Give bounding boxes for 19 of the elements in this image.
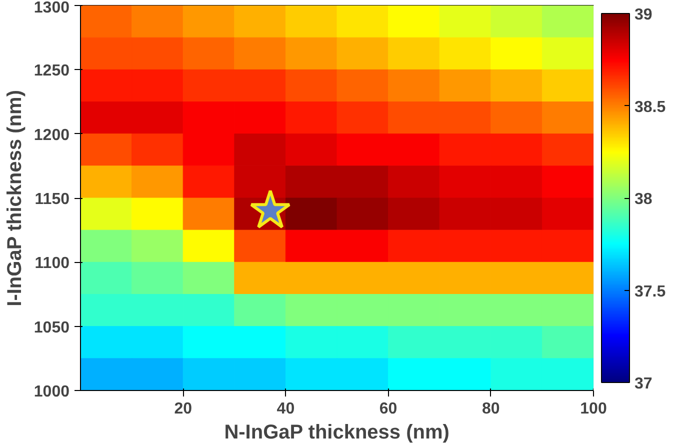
y-tick-label: 1300 [34,0,70,16]
y-tick-label: 1250 [34,62,70,80]
y-tick-label: 1050 [34,319,70,336]
x-tick-label: 60 [379,400,398,418]
x-axis-title: N-InGaP thickness (nm) [224,422,450,444]
x-tick-label: 20 [174,400,192,418]
y-axis-title: I-InGaP thickness (nm) [4,90,26,306]
y-tick-label: 1150 [34,191,70,208]
x-tick-label: 100 [580,400,607,418]
x-tick-label: 40 [276,400,295,418]
color-bar-label: 38 [634,191,652,208]
y-tick-label: 1200 [34,126,70,144]
color-bar-label: 37 [634,376,652,392]
color-bar-label: 37.5 [634,283,666,300]
color-bar-label: 39 [634,6,652,24]
y-tick-label: 1100 [34,255,70,272]
color-bar-label: 38.5 [634,98,666,116]
y-tick-label: 1000 [34,384,70,400]
x-tick-label: 80 [482,400,500,418]
